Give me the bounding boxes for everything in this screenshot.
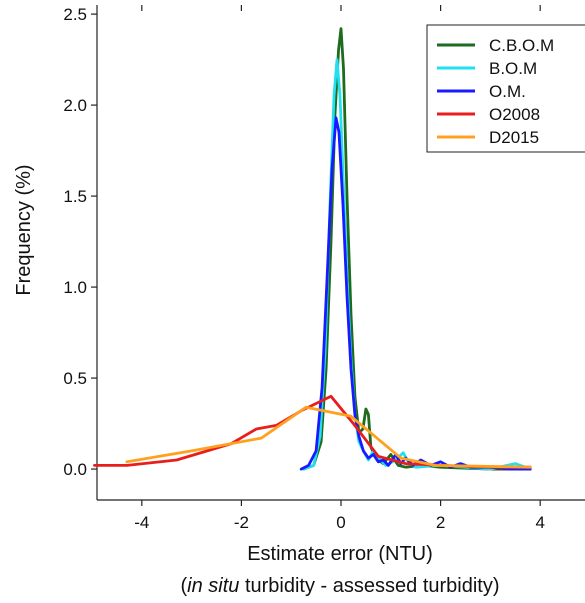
x-tick-label: -2: [234, 513, 249, 532]
y-tick-label: 2.0: [63, 96, 87, 115]
y-tick-label: 0.5: [63, 369, 87, 388]
legend-label: D2015: [489, 128, 539, 147]
x-axis-subtitle-rest: turbidity - assessed turbidity): [239, 575, 499, 597]
legend-label: O2008: [489, 105, 540, 124]
y-axis-title: Frequency (%): [13, 164, 35, 295]
y-tick-label: 0.0: [63, 460, 87, 479]
x-tick-label: -4: [134, 513, 149, 532]
series-line-c-b-o-m: [302, 27, 532, 471]
y-tick-label: 1.5: [63, 187, 87, 206]
x-tick-label: 0: [336, 513, 345, 532]
x-axis: -4 -2 0 2 4: [134, 5, 545, 532]
series-line-o-m: [299, 116, 532, 471]
x-axis-title: Estimate error (NTU): [247, 543, 433, 565]
legend-label: B.O.M: [489, 59, 537, 78]
series-lines: [93, 27, 532, 471]
x-axis-subtitle-open: (: [180, 575, 187, 597]
y-axis: 0.0 0.5 1.0 1.5 2.0 2.5: [63, 5, 97, 479]
y-tick-label: 1.0: [63, 278, 87, 297]
x-axis-subtitle: (in situ turbidity - assessed turbidity): [180, 575, 499, 597]
legend-label: C.B.O.M: [489, 36, 554, 55]
legend: C.B.O.M B.O.M O.M. O2008 D2015: [426, 24, 585, 153]
x-axis-subtitle-italic: in situ: [187, 575, 239, 597]
legend-label: O.M.: [489, 82, 526, 101]
x-tick-label: 2: [436, 513, 445, 532]
x-tick-label: 4: [535, 513, 544, 532]
y-tick-label: 2.5: [63, 5, 87, 24]
series-line-d2015: [125, 405, 532, 469]
